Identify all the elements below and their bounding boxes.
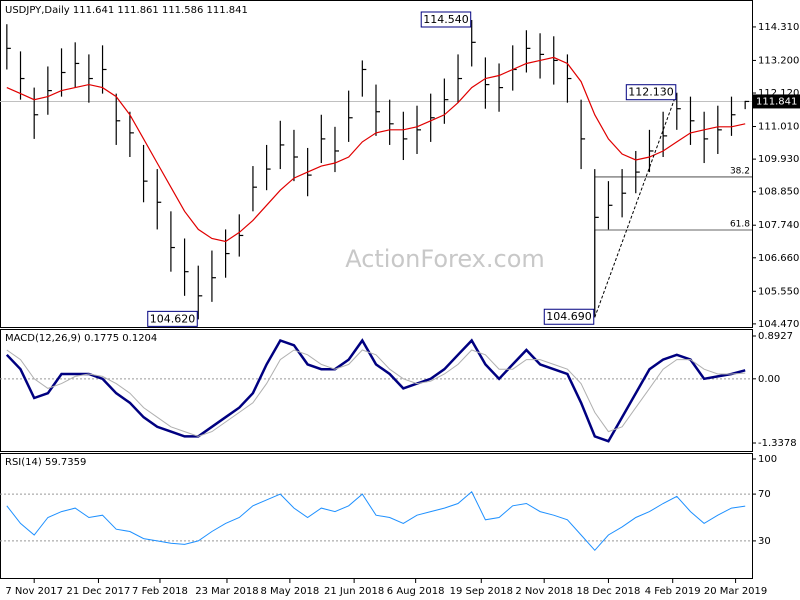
annotation-box [147, 310, 198, 327]
annotation-label: 104.690 [546, 310, 592, 323]
y-tick-label: 106.660 [758, 253, 799, 264]
watermark: ActionForex.com [345, 245, 545, 273]
macd-line [5, 338, 746, 443]
y-tick-label: -1.3378 [758, 438, 797, 449]
annotation-box [420, 11, 472, 28]
y-tick-label: 0.00 [758, 374, 780, 385]
x-tick-label: 7 Nov 2017 [5, 586, 63, 597]
fib-label: 61.8 [730, 220, 750, 230]
x-tick-label: 20 Mar 2019 [704, 586, 767, 597]
macd-signal [6, 349, 746, 437]
y-tick-label: 113.200 [758, 55, 799, 66]
y-tick-label: 112.120 [758, 88, 799, 99]
y-tick-label: 30 [758, 536, 771, 547]
annotation-label: 114.540 [423, 13, 469, 26]
y-tick-label: 109.930 [758, 154, 799, 165]
y-tick-label: 111.010 [758, 122, 799, 133]
x-tick-label: 8 May 2018 [260, 586, 319, 597]
annotation-label: 104.620 [150, 312, 196, 325]
x-tick-label: 6 Aug 2018 [387, 586, 445, 597]
macd-label: MACD(12,26,9) 0.1775 0.1204 [5, 333, 157, 344]
price-pane [0, 0, 753, 328]
rsi-pane [0, 453, 753, 579]
moving-average [6, 56, 746, 243]
x-tick-label: 7 Feb 2018 [132, 586, 188, 597]
fib-label: 38.2 [730, 166, 750, 176]
x-tick-label: 21 Jun 2018 [324, 586, 384, 597]
rsi-label: RSI(14) 59.7359 [5, 457, 86, 468]
rsi-line [6, 491, 746, 552]
annotation: 114.540 [420, 11, 472, 28]
y-tick-label: 114.310 [758, 22, 799, 33]
x-tick-label: 19 Sep 2018 [450, 586, 513, 597]
y-tick-label: 108.850 [758, 187, 799, 198]
x-tick-label: 4 Feb 2019 [645, 586, 701, 597]
y-tick-label: 0.8927 [758, 331, 793, 342]
annotation-box [543, 308, 595, 325]
annotation-label: 112.130 [628, 86, 674, 99]
annotation: 104.620 [147, 310, 198, 327]
current-price-label: 111.841 [756, 96, 797, 107]
x-tick-label: 18 Dec 2018 [576, 586, 640, 597]
current-price: 111.841 [752, 94, 800, 109]
x-tick-label: 2 Nov 2018 [515, 586, 573, 597]
x-tick-label: 21 Dec 2017 [66, 586, 130, 597]
y-tick-label: 70 [758, 489, 771, 500]
annotation-box [625, 84, 677, 101]
y-tick-label: 104.470 [758, 319, 799, 330]
annotation: 112.130 [625, 84, 677, 101]
x-tick-label: 23 Mar 2018 [195, 586, 258, 597]
y-tick-label: 100 [758, 454, 777, 465]
macd-pane [0, 329, 753, 452]
annotation: 104.690 [543, 308, 595, 325]
y-tick-label: 107.740 [758, 220, 799, 231]
chart-title: USDJPY,Daily 111.641 111.861 111.586 111… [5, 5, 248, 16]
y-tick-label: 105.550 [758, 286, 799, 297]
current-price-box [752, 94, 800, 109]
